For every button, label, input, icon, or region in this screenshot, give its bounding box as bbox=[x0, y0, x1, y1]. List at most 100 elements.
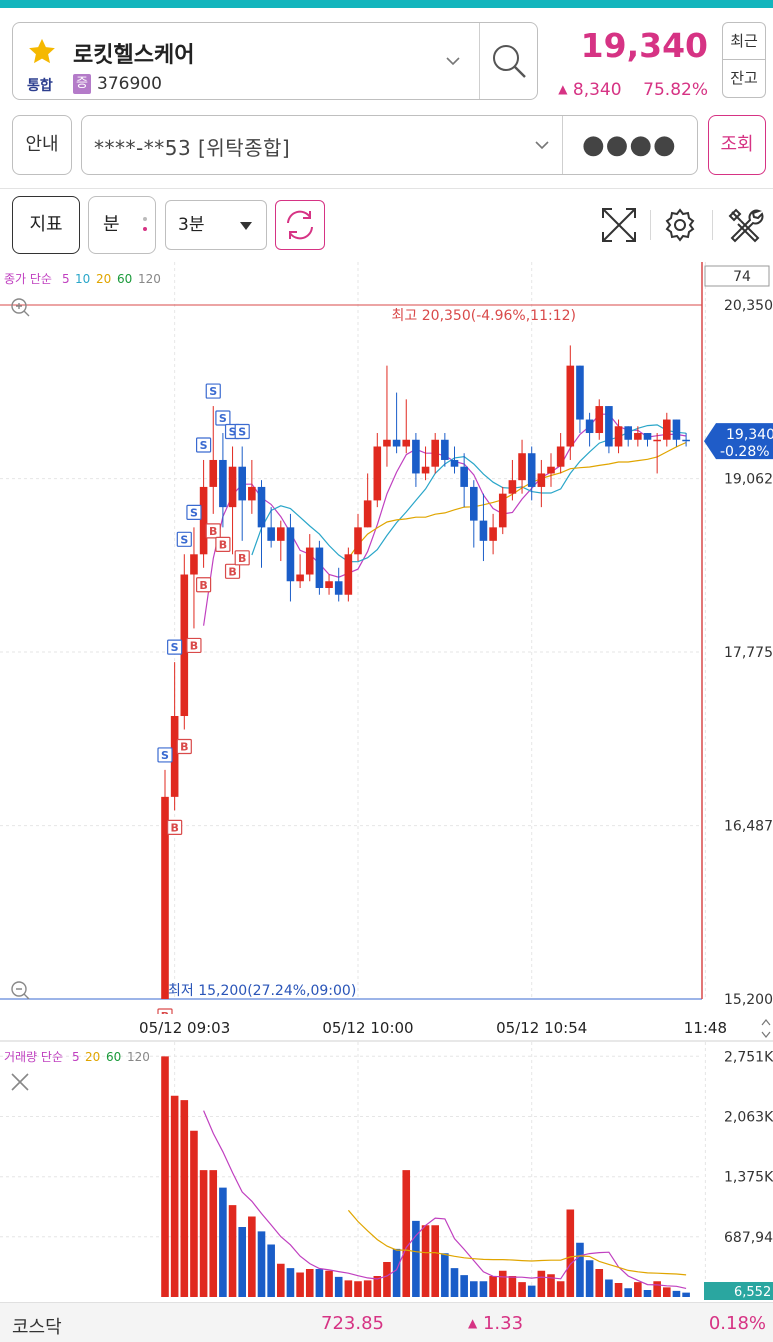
dropdown-triangle-icon bbox=[240, 222, 252, 230]
chevron-down-icon[interactable] bbox=[445, 53, 461, 69]
candle-body bbox=[547, 466, 555, 474]
candle-body bbox=[286, 527, 295, 582]
x-tick-label: 05/12 10:54 bbox=[496, 1019, 587, 1037]
favorite-star-icon[interactable] bbox=[27, 37, 57, 67]
volume-legend: 거래량 단순 5 20 60 120 bbox=[4, 1050, 150, 1064]
chevron-down-icon[interactable] bbox=[534, 137, 550, 153]
volume-bar bbox=[228, 1205, 237, 1297]
candle-body bbox=[595, 406, 604, 434]
indicator-button[interactable]: 지표 bbox=[12, 196, 80, 254]
candle bbox=[498, 486, 507, 535]
volume-chart[interactable]: 거래량 단순 5 20 60 120 2,751K 2,063K 1,375K 687,941 6… bbox=[0, 1042, 773, 1302]
buy-signal: B bbox=[167, 819, 183, 835]
account-selector[interactable]: ****-**53 [위탁종합] ●●●● bbox=[81, 115, 698, 175]
candle bbox=[238, 446, 246, 541]
candle-body bbox=[354, 527, 362, 555]
candle bbox=[228, 446, 237, 555]
candle-body bbox=[441, 439, 449, 460]
volume-bar bbox=[373, 1276, 382, 1297]
candle-body bbox=[402, 439, 411, 447]
sell-signal: S bbox=[167, 639, 183, 655]
signal-box bbox=[215, 536, 231, 552]
volume-bar bbox=[614, 1283, 623, 1297]
balance-button[interactable]: 잔고 bbox=[722, 60, 766, 98]
candle-body bbox=[508, 480, 517, 494]
y-tick-label: 19,062 bbox=[724, 472, 773, 488]
y-tick-label: 20,350 bbox=[724, 298, 773, 314]
candle bbox=[267, 507, 275, 548]
candle-body bbox=[412, 439, 420, 474]
signal-label: B bbox=[180, 740, 188, 753]
zoom-in-icon bbox=[11, 298, 30, 317]
volume-bar bbox=[479, 1281, 488, 1297]
candle bbox=[190, 527, 198, 629]
refresh-button[interactable] bbox=[275, 200, 325, 250]
candle-body bbox=[518, 453, 526, 481]
volume-bar bbox=[556, 1281, 565, 1297]
volume-bar bbox=[277, 1263, 285, 1297]
vol-current-tag bbox=[704, 1282, 773, 1300]
volume-bar bbox=[527, 1285, 536, 1297]
stock-selector[interactable]: 로킷헬스케어 통합 증 376900 bbox=[12, 22, 538, 100]
candle bbox=[209, 406, 218, 514]
candle-body bbox=[653, 439, 661, 442]
volume-bar bbox=[585, 1260, 594, 1297]
up-triangle-icon: ▲ bbox=[468, 1316, 478, 1330]
volume-bar bbox=[421, 1225, 430, 1297]
candle-body bbox=[556, 446, 565, 467]
fullscreen-icon[interactable] bbox=[600, 206, 638, 244]
current-change-label: -0.28% bbox=[720, 444, 770, 460]
period-label: 분 bbox=[103, 214, 120, 235]
bar-count-box bbox=[704, 265, 770, 287]
candle-body bbox=[325, 581, 333, 588]
signal-label: S bbox=[180, 533, 188, 546]
signal-label: S bbox=[190, 506, 198, 519]
candle bbox=[412, 433, 420, 487]
interval-select[interactable]: 3분 bbox=[165, 200, 267, 250]
candle bbox=[170, 662, 179, 811]
candle-body bbox=[190, 554, 198, 575]
candle-body bbox=[170, 716, 179, 797]
search-icon[interactable] bbox=[489, 41, 529, 81]
candle-body bbox=[373, 446, 382, 501]
ma-line-20 bbox=[347, 441, 687, 559]
info-button[interactable]: 안내 bbox=[12, 115, 72, 175]
divider bbox=[562, 116, 563, 174]
volume-bar bbox=[518, 1282, 526, 1297]
password-field[interactable]: ●●●● bbox=[582, 130, 677, 160]
candle-body bbox=[267, 527, 275, 541]
buy-signal: B bbox=[234, 550, 250, 566]
volume-bar bbox=[354, 1281, 362, 1297]
x-tick-label: 05/12 10:00 bbox=[322, 1019, 413, 1037]
candle bbox=[479, 493, 488, 562]
signal-label: B bbox=[209, 525, 217, 538]
candle bbox=[460, 453, 468, 508]
candle bbox=[354, 513, 362, 562]
current-price: 19,340 bbox=[580, 26, 708, 65]
volume-bar bbox=[663, 1287, 671, 1297]
recent-button[interactable]: 최근 bbox=[722, 22, 766, 60]
signal-label: S bbox=[171, 641, 179, 654]
candle-body bbox=[228, 466, 237, 508]
candlestick-chart[interactable]: SBSBSBSBSBBSSBBSSB최고 20,350(-4.96%,11:12… bbox=[0, 262, 773, 1040]
volume-bar bbox=[595, 1269, 604, 1297]
signal-box bbox=[234, 423, 250, 440]
candle-body bbox=[527, 453, 536, 487]
signal-box bbox=[157, 747, 173, 763]
volume-bar bbox=[238, 1227, 246, 1297]
query-button[interactable]: 조회 bbox=[708, 115, 766, 175]
candle-body bbox=[460, 466, 468, 487]
tools-icon[interactable] bbox=[726, 206, 764, 244]
vol-ma-line-20 bbox=[347, 1209, 687, 1276]
candle-body bbox=[383, 439, 391, 447]
candle-body bbox=[277, 527, 285, 541]
gear-icon[interactable] bbox=[661, 206, 699, 244]
index-ticker[interactable]: 코스닥 723.85 ▲ 1.33 0.18% bbox=[0, 1302, 773, 1342]
period-button[interactable]: 분 bbox=[88, 196, 156, 254]
volume-bar bbox=[547, 1274, 555, 1297]
volume-bar bbox=[402, 1170, 411, 1297]
candle-body bbox=[498, 493, 507, 528]
candle bbox=[296, 554, 304, 588]
candle bbox=[286, 513, 295, 602]
volume-bar bbox=[315, 1269, 324, 1297]
